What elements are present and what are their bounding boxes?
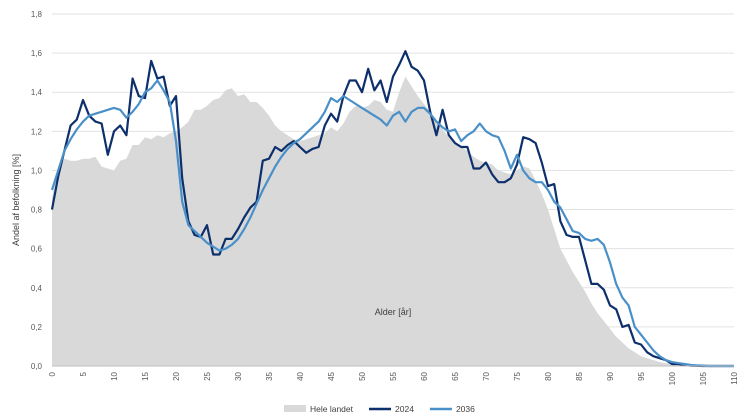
y-tick-label: 0,0 (31, 362, 43, 371)
x-tick-label: 30 (234, 371, 243, 380)
x-tick-label: 105 (699, 371, 708, 385)
y-tick-label: 1,0 (31, 166, 43, 175)
y-tick-label: 1,6 (31, 49, 43, 58)
series-line-2024 (50, 50, 734, 368)
x-tick-label: 85 (575, 371, 584, 380)
series-line-2036 (50, 79, 734, 368)
x-tick-label: 75 (513, 371, 522, 380)
legend-label-2036: 2036 (456, 404, 475, 414)
legend-label-2024: 2024 (395, 404, 414, 414)
legend-swatch-hele-landet (284, 405, 306, 412)
y-tick-label: 0,2 (31, 323, 43, 332)
y-axis-title: Andel af befolkning [%] (11, 154, 21, 246)
x-tick-label: 5 (79, 371, 88, 376)
series-area-hele-landet (52, 76, 734, 366)
x-tick-label: 25 (203, 371, 212, 380)
x-axis-title: Alder [år] (375, 307, 412, 317)
x-tick-label: 20 (172, 371, 181, 380)
legend: Hele landet 2024 2036 (284, 404, 475, 414)
x-tick-label: 15 (141, 371, 150, 380)
x-tick-label: 100 (668, 371, 677, 385)
y-tick-label: 0,8 (31, 206, 43, 215)
x-tick-label: 95 (637, 371, 646, 380)
plot-area (50, 50, 734, 368)
x-tick-label: 0 (48, 371, 57, 376)
x-axis-ticks: 0 5 10 15 20 25 30 35 40 45 50 55 60 65 70 75 80 85 90 95 10… (48, 371, 739, 385)
y-axis-ticks: 0,0 0,2 0,4 0,6 0,8 1,0 1,2 1,4 1,6 1,8 (31, 10, 43, 371)
x-tick-label: 65 (451, 371, 460, 380)
legend-label-hele-landet: Hele landet (310, 404, 354, 414)
y-tick-label: 1,4 (31, 88, 43, 97)
y-tick-label: 1,2 (31, 127, 43, 136)
x-tick-label: 50 (358, 371, 367, 380)
y-tick-label: 0,6 (31, 245, 43, 254)
x-tick-label: 10 (110, 371, 119, 380)
x-tick-label: 80 (544, 371, 553, 380)
x-tick-label: 70 (482, 371, 491, 380)
x-tick-label: 35 (265, 371, 274, 380)
x-tick-label: 45 (327, 371, 336, 380)
x-tick-label: 60 (420, 371, 429, 380)
y-tick-label: 1,8 (31, 10, 43, 19)
x-tick-label: 55 (389, 371, 398, 380)
x-tick-label: 40 (296, 371, 305, 380)
y-tick-label: 0,4 (31, 284, 43, 293)
x-tick-label: 90 (606, 371, 615, 380)
x-tick-label: 110 (730, 371, 739, 384)
